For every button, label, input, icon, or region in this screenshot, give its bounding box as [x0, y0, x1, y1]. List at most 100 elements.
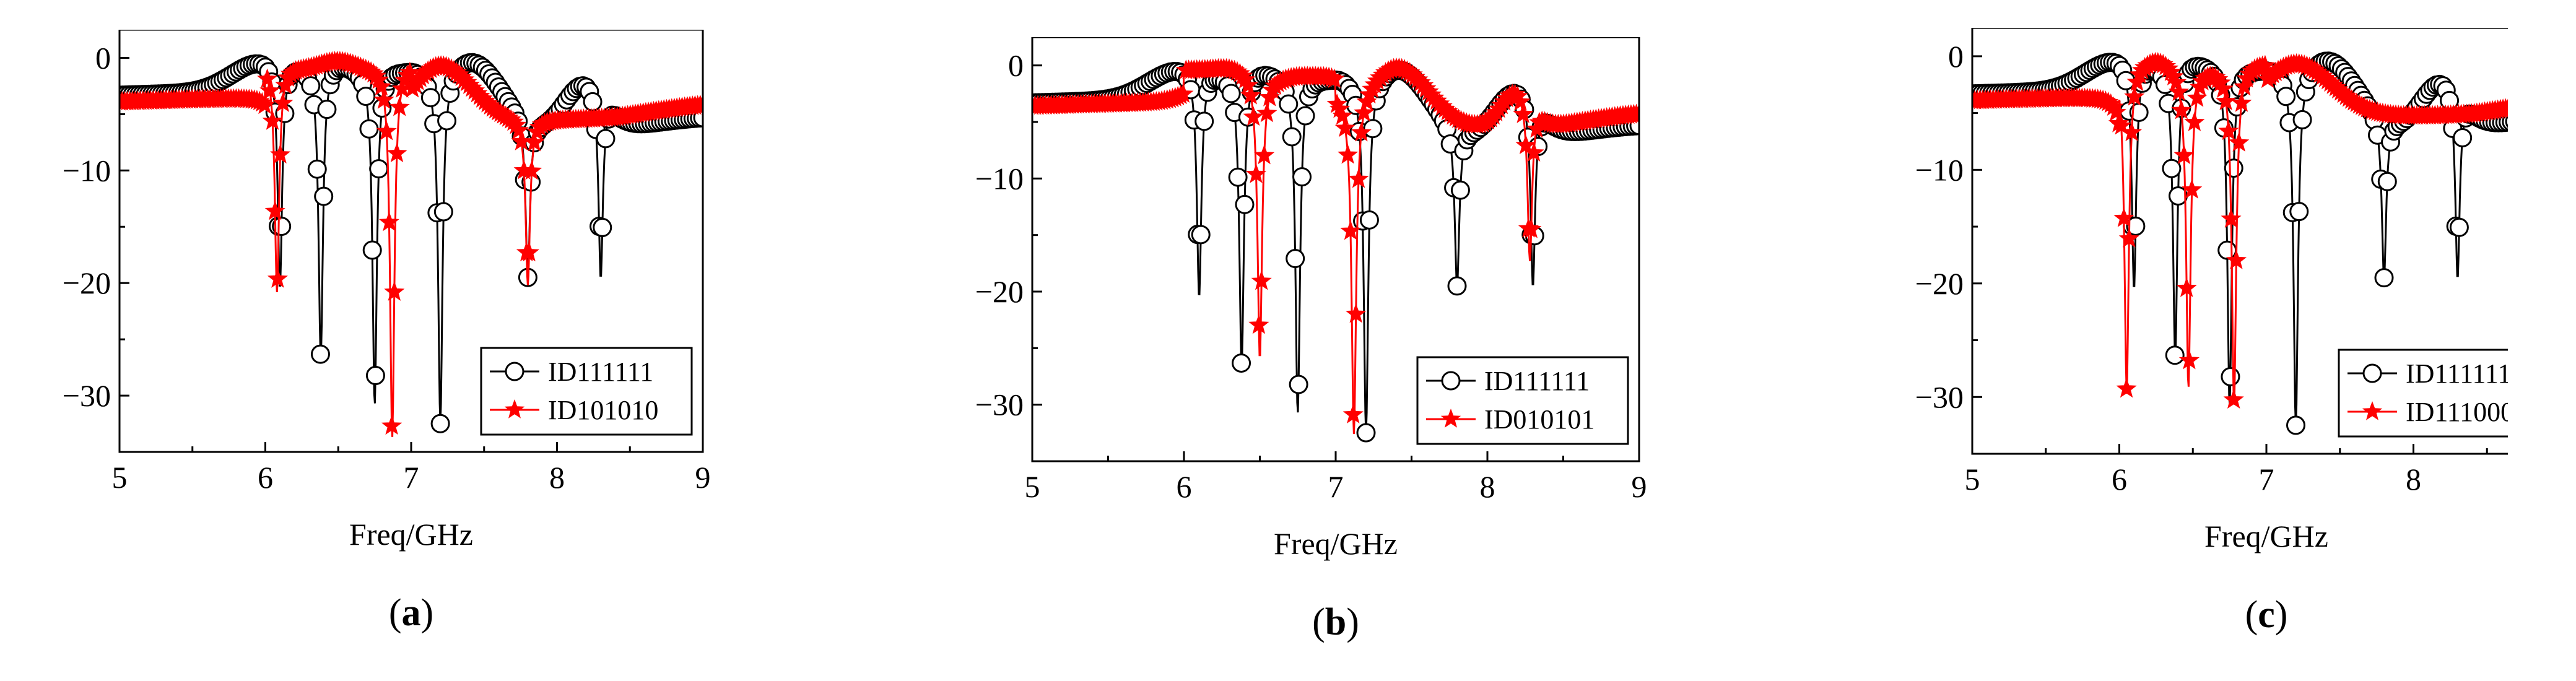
data-point	[2221, 367, 2240, 386]
data-point	[399, 61, 420, 82]
data-point	[1289, 375, 1308, 394]
panel-caption: (b)	[1312, 601, 1359, 643]
data-point	[2124, 86, 2145, 106]
data-point	[2118, 228, 2139, 248]
data-point	[270, 144, 291, 164]
data-point	[2292, 110, 2312, 129]
data-point	[2178, 349, 2200, 370]
legend-marker	[2362, 363, 2382, 383]
data-point	[1286, 249, 1305, 269]
data-point	[1245, 163, 1267, 183]
data-point	[1228, 167, 1248, 187]
series-ID101010	[120, 50, 703, 437]
data-point	[1235, 194, 1255, 214]
y-tick-label: −30	[1915, 380, 1964, 414]
legend-marker	[1441, 371, 1461, 391]
y-tick-label: −30	[975, 388, 1024, 422]
data-point	[356, 87, 376, 106]
data-point	[1363, 119, 1383, 139]
data-point	[359, 119, 379, 139]
data-point	[2453, 128, 2473, 147]
data-point	[2105, 102, 2126, 121]
y-tick-label: −10	[975, 161, 1024, 196]
x-tick-label: 9	[1632, 469, 1647, 504]
data-point	[2497, 98, 2508, 118]
data-point	[1342, 404, 1364, 423]
data-point	[267, 268, 288, 288]
data-point	[1191, 225, 1211, 245]
y-tick-label: −20	[63, 266, 111, 300]
x-tick-label: 8	[1480, 469, 1495, 504]
data-point	[2226, 249, 2247, 269]
legend-label: ID111111	[1484, 366, 1590, 396]
data-point	[433, 202, 453, 222]
data-point	[593, 217, 612, 237]
data-point	[1354, 102, 1375, 122]
x-tick-label: 6	[258, 460, 273, 495]
x-tick-label: 6	[2112, 462, 2127, 497]
data-point	[511, 131, 532, 150]
y-tick-label: −10	[63, 153, 111, 188]
data-point	[2187, 87, 2208, 107]
data-point	[1332, 105, 1353, 125]
data-point	[386, 142, 407, 163]
data-point	[264, 200, 285, 220]
data-point	[1282, 127, 1302, 147]
data-point	[2171, 99, 2192, 119]
data-point	[2221, 208, 2242, 228]
data-point	[1334, 117, 1355, 137]
chart-panel-c: 567890−10−20−30Freq/GHzMagnitude/dBID111…	[1915, 28, 2508, 636]
data-point	[2505, 115, 2508, 128]
data-point	[1523, 142, 1544, 162]
data-point	[2215, 90, 2237, 111]
legend-label: ID111111	[2406, 358, 2508, 389]
x-tick-label: 5	[1025, 469, 1040, 504]
data-point	[2505, 103, 2508, 106]
legend: ID111111 ID101010	[480, 347, 693, 436]
data-point	[365, 366, 385, 386]
data-point	[384, 281, 405, 301]
data-point	[692, 94, 703, 115]
data-point	[1447, 276, 1467, 296]
x-axis-label: Freq/GHz	[349, 517, 473, 552]
y-tick-label: −20	[975, 274, 1024, 309]
legend-label: ID010101	[1484, 404, 1595, 435]
data-point	[1248, 314, 1269, 334]
x-tick-label: 7	[2259, 462, 2274, 497]
panel-caption: (c)	[2245, 594, 2288, 636]
data-point	[1221, 84, 1241, 103]
data-point	[301, 76, 321, 96]
panel-caption: (a)	[389, 592, 433, 634]
data-point	[369, 159, 389, 179]
data-point	[508, 119, 529, 140]
data-point	[381, 415, 402, 435]
x-tick-label: 8	[549, 460, 565, 495]
data-point	[1279, 94, 1299, 114]
legend-marker	[504, 399, 525, 419]
legend-label: ID111000	[2406, 397, 2508, 427]
y-tick-label: 0	[95, 40, 111, 75]
data-point	[1629, 103, 1639, 123]
data-point	[378, 211, 399, 232]
data-point	[1346, 303, 1367, 323]
data-point	[1232, 353, 1251, 373]
data-point	[2113, 207, 2134, 227]
data-point	[2503, 104, 2508, 117]
data-point	[1340, 220, 1361, 240]
data-point	[1240, 85, 1261, 105]
data-point	[2116, 378, 2137, 398]
data-point	[310, 344, 330, 364]
y-tick-label: −20	[1915, 266, 1964, 301]
data-point	[1450, 180, 1470, 200]
data-point	[2377, 171, 2397, 191]
data-point	[2213, 78, 2234, 98]
x-tick-label: 6	[1177, 469, 1192, 504]
legend-label: ID111111	[548, 357, 653, 387]
data-point	[1359, 210, 1379, 230]
data-point	[1521, 219, 1542, 238]
data-point	[1292, 167, 1312, 187]
y-tick-label: 0	[1948, 39, 1964, 74]
data-point	[314, 186, 334, 206]
y-tick-label: 0	[1008, 48, 1024, 83]
data-point	[1295, 106, 1315, 126]
